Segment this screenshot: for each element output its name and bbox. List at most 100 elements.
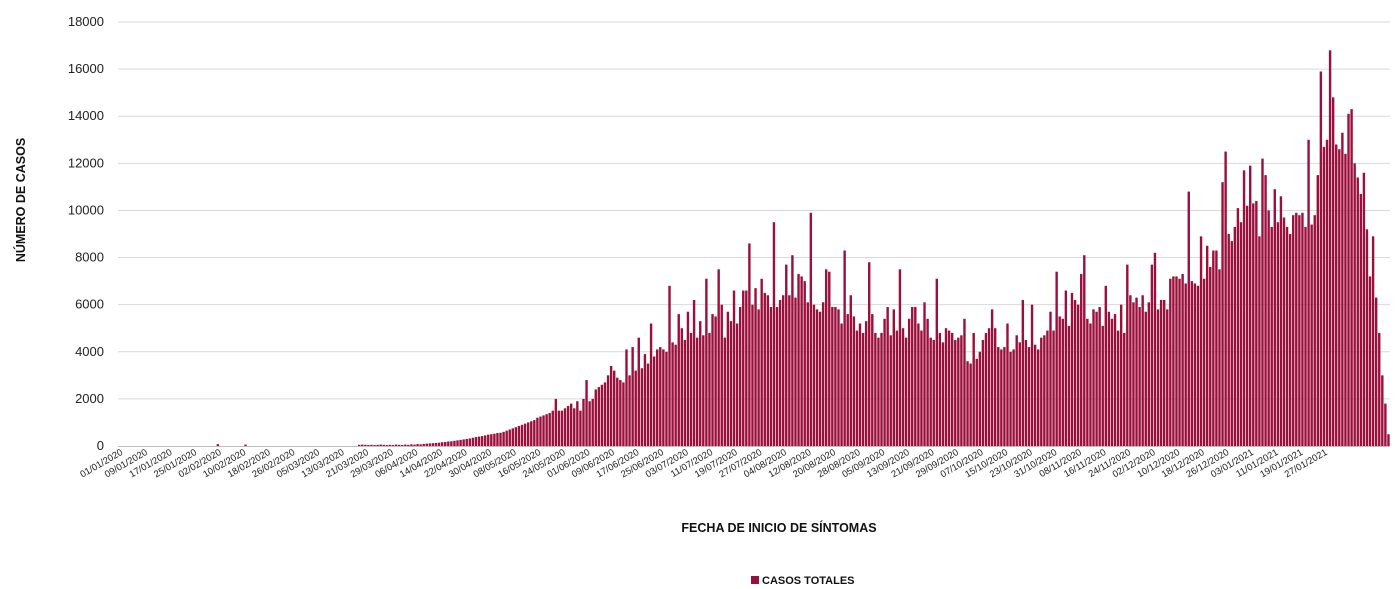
bar [514,427,518,446]
bar [1193,283,1197,446]
bar [717,269,720,446]
bar [1261,158,1264,446]
bar [904,337,908,446]
bar [508,429,511,446]
bar [385,445,389,446]
bar [1322,146,1326,446]
bar [692,299,696,446]
bar [471,437,475,446]
bar [1335,144,1338,447]
bar [1292,215,1295,446]
bar [1123,332,1126,446]
bar [1245,205,1249,446]
bar [1024,340,1028,446]
bar [935,278,939,446]
bar [1356,177,1359,446]
bar [855,330,859,446]
bar [729,321,733,446]
bar [686,311,690,446]
bar [1129,295,1132,446]
bar [720,304,723,446]
bar [367,445,370,446]
bar [932,340,935,446]
bar [582,398,585,446]
bar [892,309,895,446]
bar [871,314,874,446]
bar [834,307,837,446]
bar [1304,226,1307,446]
y-tick-label: 8000 [75,250,104,265]
bar [1196,285,1200,446]
bar [742,290,745,446]
bar [1252,203,1255,446]
bar [616,377,619,446]
bar [947,330,951,446]
bar [588,401,591,446]
bar [751,304,754,446]
bar [1307,139,1310,446]
bar [1144,311,1147,446]
bar [760,278,763,446]
bar [1384,403,1387,446]
bar [557,410,561,446]
bar [662,349,665,446]
bar [1221,182,1224,446]
bar [465,438,468,446]
bar [431,443,435,446]
bar [898,269,902,446]
bar [1027,347,1031,446]
bar [548,413,551,446]
bar [499,432,502,446]
bar [1159,299,1163,446]
bar [1387,434,1390,446]
bar [1199,236,1203,446]
bar [1264,175,1267,447]
bar [1218,269,1221,446]
bar [840,323,843,446]
bar [652,356,656,446]
bar [659,347,662,446]
bar [726,311,730,446]
bar [569,403,573,446]
bar [889,335,892,446]
bar [907,318,911,446]
bar-series-casos-totales [216,50,1390,447]
bar [1331,97,1335,446]
bar [868,262,871,446]
bar [594,389,597,446]
bar [797,274,800,446]
bar [723,337,727,446]
legend: CASOS TOTALES [751,575,855,587]
bar [806,302,809,446]
bar [1239,222,1243,446]
bar [416,444,419,446]
bar [496,433,499,446]
legend-swatch [751,576,759,584]
bar [1310,224,1313,446]
bar [785,264,788,446]
bar [825,269,828,446]
bar [677,314,680,446]
bar [954,340,957,446]
bar [1018,342,1021,446]
bar [828,271,831,446]
bar [1080,274,1083,446]
bar [1344,153,1347,446]
bar [748,243,751,446]
bar [1359,193,1363,446]
bar [689,332,693,446]
bar [1378,332,1381,446]
bar [1381,375,1384,446]
bar [597,387,601,446]
bar [1365,229,1369,446]
bar [425,443,428,446]
bar [1184,283,1187,446]
bar [858,323,862,446]
bar [769,307,773,446]
bar [1325,139,1329,446]
bar [1276,222,1280,446]
bar [1190,281,1194,446]
bar [1098,307,1101,446]
